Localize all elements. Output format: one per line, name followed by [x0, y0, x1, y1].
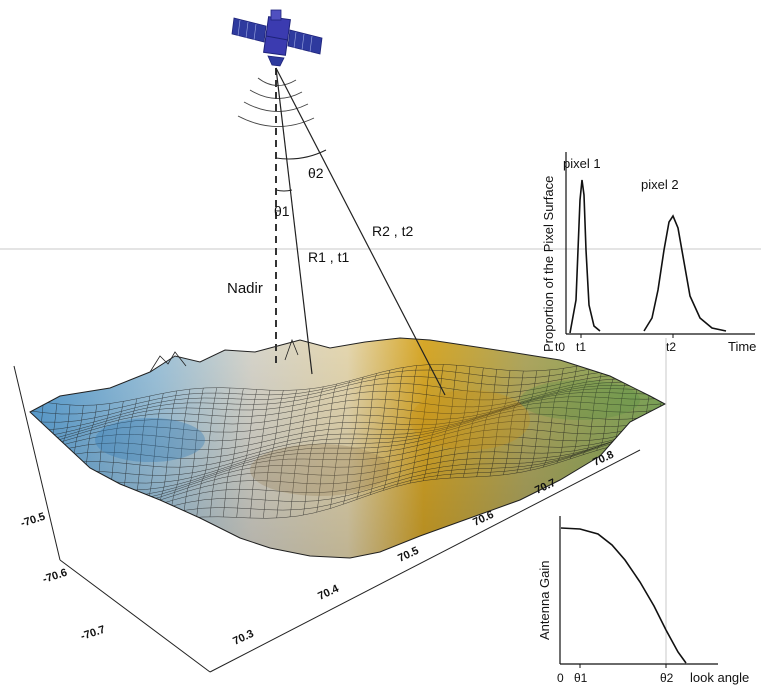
return-plot-ylabel: Proportion of the Pixel Surface	[541, 176, 556, 352]
return-plot-xlabel: Time	[728, 339, 756, 354]
range-line-r1	[275, 67, 313, 375]
tick-t0: t0	[555, 340, 565, 354]
terrain-mesh-line	[489, 370, 511, 477]
terrain-mesh-line	[289, 388, 311, 518]
tick-t1: t1	[576, 340, 586, 354]
terrain-surface	[29, 337, 667, 559]
tick-t2: t2	[666, 340, 676, 354]
terrain-left-tick-1: -70.5	[19, 511, 47, 530]
gain-tick-theta1: θ1	[574, 671, 588, 685]
terrain-mesh-line	[209, 387, 231, 517]
terrain-mesh-line	[449, 366, 471, 479]
r2-t2-label: R2 , t2	[372, 223, 413, 239]
pixel1-curve	[569, 179, 601, 334]
theta2-label: θ2	[308, 165, 324, 181]
terrain-mesh-line	[316, 383, 337, 513]
antenna-gain-plot: Antenna Gain 0 θ1 θ2 look angle	[537, 516, 749, 685]
terrain-mesh-line	[369, 370, 391, 495]
terrain-mesh-line	[436, 365, 457, 480]
antenna-gain-xlabel: look angle	[690, 670, 749, 685]
terrain-mesh-line	[263, 390, 284, 519]
terrain-mesh-line	[583, 361, 604, 455]
terrain-mesh-line	[303, 386, 324, 516]
terrain-mesh-line	[329, 380, 351, 509]
terrain-mesh-line	[223, 388, 244, 517]
terrain-mesh-line	[543, 368, 564, 468]
terrain-mesh-line	[236, 389, 257, 518]
terrain-left-tick-3: -70.7	[79, 624, 107, 643]
antenna-gain-ylabel: Antenna Gain	[537, 560, 552, 640]
terrain-bottom-tick-3: 70.5	[396, 545, 420, 565]
terrain-mesh-line	[596, 359, 617, 451]
terrain-mesh-line	[169, 389, 191, 521]
terrain-mesh-line	[356, 373, 377, 500]
terrain-mesh-line	[476, 369, 497, 477]
terrain-mesh-line	[423, 364, 444, 481]
r1-t1-label: R1 , t1	[308, 249, 349, 265]
pixel1-label: pixel 1	[563, 156, 601, 171]
terrain-mesh-line	[516, 370, 537, 474]
terrain-mesh-line	[529, 369, 551, 471]
terrain-mesh-line	[343, 376, 364, 505]
terrain-mesh-line	[396, 365, 417, 487]
terrain-left-tick-2: -70.6	[41, 567, 69, 586]
terrain-bottom-tick-2: 70.4	[316, 582, 341, 602]
terrain-mesh-line	[276, 390, 297, 519]
theta1-label: θ1	[274, 203, 290, 219]
nadir-label: Nadir	[227, 280, 263, 297]
satellite-icon	[231, 9, 323, 67]
terrain-mesh-line	[503, 371, 524, 475]
terrain-mesh-line	[196, 387, 217, 518]
terrain-mesh-line	[183, 387, 204, 519]
range-line-r2	[275, 67, 446, 396]
terrain-mesh-line	[409, 364, 431, 484]
theta1-arc	[275, 189, 293, 192]
terrain-mesh-line	[463, 367, 484, 478]
terrain-mesh-line	[383, 367, 404, 491]
gain-tick-theta2: θ2	[660, 671, 674, 685]
terrain-mesh-line	[556, 366, 577, 464]
antenna-gain-curve	[560, 527, 687, 664]
terrain-axes	[13, 365, 641, 673]
terrain-mesh-line	[569, 363, 591, 460]
pixel2-curve	[643, 214, 727, 332]
pixel2-label: pixel 2	[641, 177, 679, 192]
gain-tick-0: 0	[557, 671, 564, 685]
theta2-arc	[275, 149, 327, 160]
terrain-bottom-tick-1: 70.3	[231, 628, 255, 648]
terrain-mesh-line	[249, 390, 271, 519]
return-time-plot: Proportion of the Pixel Surface pixel 1 …	[541, 152, 756, 354]
